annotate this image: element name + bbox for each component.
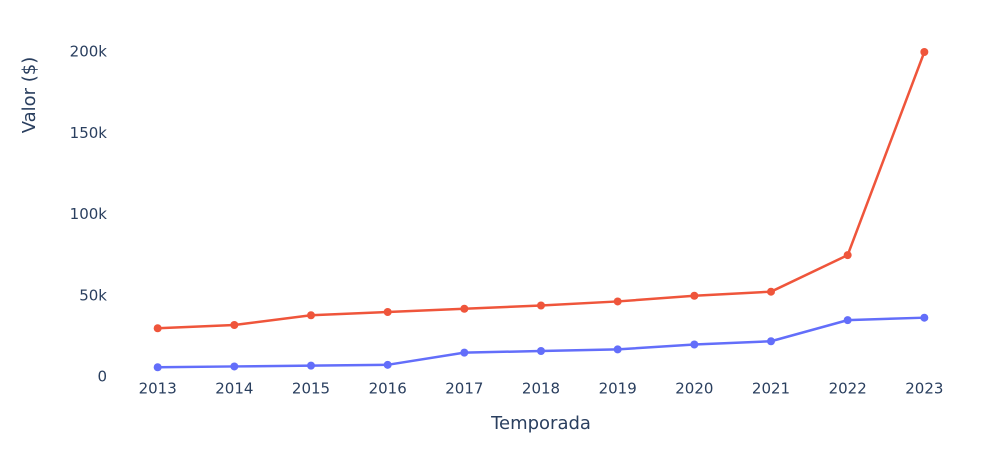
line (157, 316, 925, 369)
x-tick-label: 2022 (829, 380, 867, 398)
point (230, 362, 239, 371)
point (843, 251, 852, 260)
x-axis-title: Temporada (490, 413, 591, 434)
x-tick-label: 2020 (675, 380, 713, 398)
point (767, 337, 775, 346)
point (537, 347, 545, 355)
point (537, 301, 545, 310)
line (157, 51, 926, 330)
point (843, 316, 852, 325)
x-tick-label: 2013 (139, 380, 177, 398)
point (920, 313, 929, 322)
y-tick-label: 50k (79, 286, 107, 304)
point (920, 48, 929, 56)
point (383, 308, 392, 316)
point (383, 360, 392, 369)
x-tick-label: 2015 (292, 380, 330, 398)
x-tick-label: 2014 (215, 380, 253, 398)
point (307, 361, 315, 370)
y-tick-label: 0 (97, 368, 107, 386)
point (153, 363, 162, 372)
point (767, 287, 775, 296)
point (230, 321, 239, 329)
y-tick-label: 100k (70, 205, 108, 223)
x-tick-label: 2017 (445, 380, 483, 398)
point (690, 291, 699, 300)
x-tick-label: 2023 (905, 380, 943, 398)
x-tick-label: 2019 (599, 380, 637, 398)
point (153, 324, 162, 333)
point (690, 340, 699, 349)
y-tick-label: 200k (70, 43, 108, 61)
point (307, 311, 315, 320)
x-tick-label: 2016 (369, 380, 407, 398)
x-tick-label: 2021 (752, 380, 790, 398)
point (613, 297, 622, 306)
point (460, 304, 469, 313)
point (460, 348, 469, 357)
x-tick-label: 2018 (522, 380, 560, 398)
point (613, 345, 622, 354)
y-tick-label: 150k (70, 124, 108, 142)
y-axis-title: Valor ($) (19, 57, 40, 134)
